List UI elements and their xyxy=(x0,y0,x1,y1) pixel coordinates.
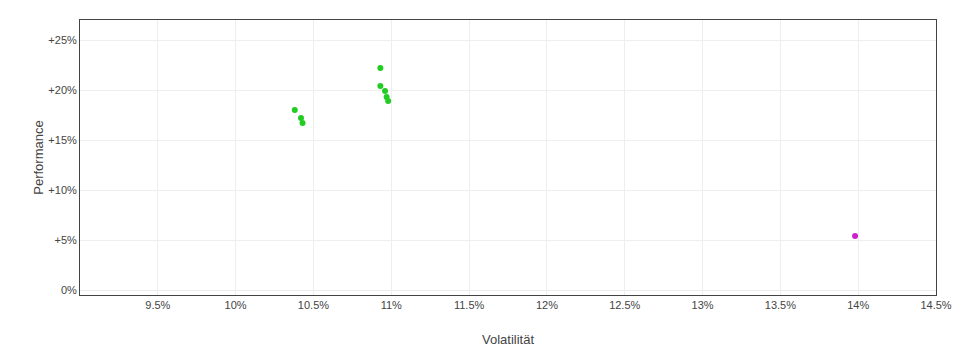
svg-text:+10%: +10% xyxy=(48,184,77,196)
svg-text:9.5%: 9.5% xyxy=(145,299,170,311)
svg-text:10%: 10% xyxy=(225,299,247,311)
svg-text:11.5%: 11.5% xyxy=(454,299,485,311)
svg-text:Volatilität: Volatilität xyxy=(482,332,534,347)
svg-text:+5%: +5% xyxy=(54,234,77,246)
svg-text:+15%: +15% xyxy=(48,134,77,146)
svg-text:13%: 13% xyxy=(692,299,714,311)
svg-text:+25%: +25% xyxy=(48,34,77,46)
svg-text:12.5%: 12.5% xyxy=(609,299,640,311)
svg-text:13.5%: 13.5% xyxy=(765,299,796,311)
svg-text:14%: 14% xyxy=(847,299,869,311)
svg-text:11%: 11% xyxy=(381,299,402,311)
svg-text:+20%: +20% xyxy=(48,84,77,96)
svg-text:12%: 12% xyxy=(536,299,558,311)
svg-text:Performance: Performance xyxy=(31,120,46,194)
svg-text:14.5%: 14.5% xyxy=(920,299,951,311)
svg-text:0%: 0% xyxy=(61,284,77,296)
svg-text:10.5%: 10.5% xyxy=(298,299,329,311)
